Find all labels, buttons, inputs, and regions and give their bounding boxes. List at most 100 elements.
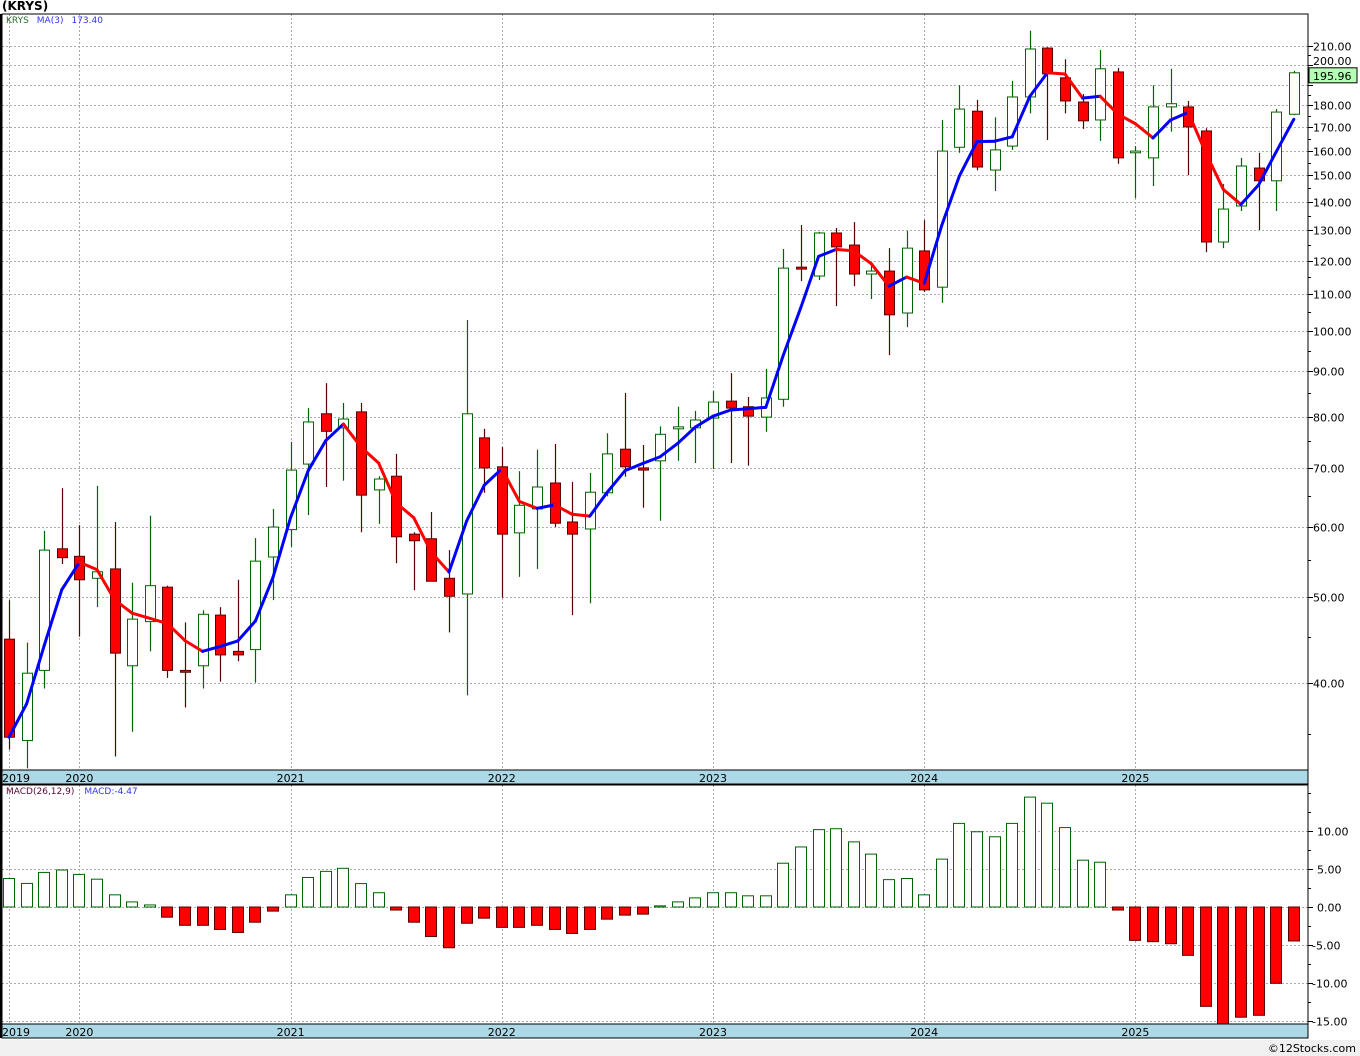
ma3-segment <box>869 262 891 288</box>
candle <box>849 222 860 287</box>
candle-body <box>778 267 789 400</box>
chart-title: (KRYS) <box>2 0 49 13</box>
candle-body <box>4 638 15 738</box>
candle <box>831 227 842 307</box>
candle-body <box>884 270 895 316</box>
candle-body <box>409 533 420 542</box>
price-tick-label: 200.00 <box>1313 55 1352 68</box>
ma3-segment <box>25 644 46 706</box>
macd-tick-label: 0.00 <box>1317 902 1342 915</box>
candle <box>655 426 666 521</box>
year-label: 2019 <box>2 1026 30 1039</box>
macd-bar <box>637 906 649 915</box>
year-label: 2025 <box>1121 1026 1149 1039</box>
candle <box>110 521 121 757</box>
candle <box>198 610 209 689</box>
price-tick-label: 170.00 <box>1313 122 1352 135</box>
price-tick-label: 140.00 <box>1313 197 1352 210</box>
ma3-segment <box>1063 72 1085 100</box>
candle-body <box>673 426 684 430</box>
price-tick-label: 160.00 <box>1313 146 1352 159</box>
candle <box>1254 152 1265 231</box>
candle-body <box>1042 47 1053 75</box>
ma3-segment <box>1239 183 1261 206</box>
candle <box>1271 109 1282 212</box>
ma3-segment <box>77 560 99 572</box>
ma3-segment <box>324 422 345 443</box>
ma3-segment <box>517 499 539 510</box>
price-tick-label: 120.00 <box>1313 256 1352 269</box>
ma3-segment <box>271 516 293 579</box>
macd-bar <box>179 906 191 926</box>
candle <box>1007 80 1018 150</box>
candle-body <box>796 266 807 270</box>
ma3-segment <box>1081 94 1102 100</box>
macd-bar <box>267 906 279 912</box>
ma3-segment <box>817 247 838 258</box>
macd-bar <box>21 882 33 908</box>
candle-body <box>145 585 156 623</box>
year-label: 2022 <box>488 772 516 785</box>
price-tick-label: 60.00 <box>1313 522 1345 535</box>
macd-legend-name: MACD(26,12,9) <box>6 787 75 797</box>
ma3-segment <box>148 616 169 626</box>
macd-bar <box>1165 906 1177 945</box>
candle <box>708 391 719 469</box>
candle <box>972 99 983 171</box>
ma3-segment <box>623 462 645 473</box>
macd-bar <box>214 906 226 930</box>
macd-bar <box>936 858 948 908</box>
macd-bar <box>56 869 68 908</box>
macd-bar <box>601 906 613 920</box>
ma3-segment <box>852 249 873 266</box>
macd-bar <box>320 870 332 908</box>
ma3-segment <box>993 135 1014 143</box>
ma3-line <box>7 71 1296 739</box>
macd-bar <box>989 836 1001 908</box>
macd-bar <box>443 906 455 949</box>
candle <box>391 453 402 564</box>
macd-legend: MACD(26,12,9) MACD:-4.47 <box>6 787 138 797</box>
ma3-segment <box>429 550 451 574</box>
ma3-segment <box>95 568 117 602</box>
candle <box>39 530 50 689</box>
candle <box>462 320 473 696</box>
macd-bar <box>1024 796 1036 908</box>
ma3-segment <box>482 467 504 487</box>
macd-bar <box>513 906 525 928</box>
macd-histogram <box>3 796 1300 1024</box>
ma3-segment <box>447 519 469 574</box>
copyright: ©12Stocks.com <box>1267 1042 1356 1055</box>
ma3-segment <box>711 408 733 418</box>
macd-bar <box>390 906 402 911</box>
macd-bar <box>109 894 121 908</box>
candle-body <box>1183 106 1194 128</box>
ma3-segment <box>1010 94 1032 139</box>
macd-bar <box>285 894 297 908</box>
macd-bar <box>1182 906 1194 956</box>
macd-bar <box>337 867 349 908</box>
candle-body <box>620 448 631 468</box>
candle <box>162 585 173 678</box>
ma3-segment <box>588 490 609 518</box>
candle <box>514 471 525 577</box>
ma3-segment <box>1045 71 1067 76</box>
macd-bar <box>654 905 666 908</box>
candle <box>1289 70 1300 116</box>
candle <box>1218 183 1229 249</box>
candle-body <box>743 406 754 417</box>
ma3-segment <box>218 639 240 648</box>
ma3-segment <box>658 441 680 459</box>
legend-ma-label: MA(3) <box>36 16 64 26</box>
legend-ticker: KRYS <box>6 16 29 26</box>
macd-bar <box>883 879 895 908</box>
ma3-segment <box>922 223 944 285</box>
ma3-segment <box>799 254 821 309</box>
candle-body <box>286 469 297 531</box>
candle <box>690 410 701 463</box>
macd-bar <box>672 901 684 908</box>
ma3-segment <box>746 405 768 411</box>
candle-body <box>356 411 367 496</box>
macd-bar <box>144 904 156 908</box>
